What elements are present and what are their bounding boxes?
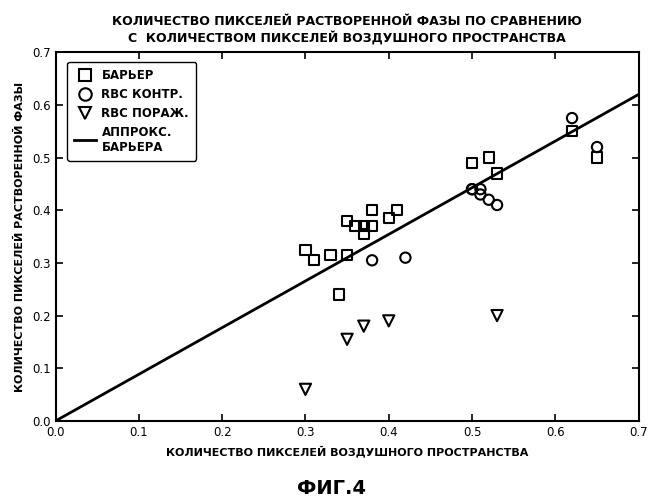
Point — [308, 256, 319, 264]
Y-axis label: КОЛИЧЕСТВО ПИКСЕЛЕЙ РАСТВОРЕННОЙ ФАЗЫ: КОЛИЧЕСТВО ПИКСЕЛЕЙ РАСТВОРЕННОЙ ФАЗЫ — [15, 82, 25, 392]
Point — [359, 322, 369, 330]
Point — [467, 159, 477, 167]
X-axis label: КОЛИЧЕСТВО ПИКСЕЛЕЙ ВОЗДУШНОГО ПРОСТРАНСТВА: КОЛИЧЕСТВО ПИКСЕЛЕЙ ВОЗДУШНОГО ПРОСТРАНС… — [166, 446, 528, 458]
Point — [467, 185, 477, 193]
Point — [475, 190, 486, 198]
Point — [483, 154, 494, 162]
Point — [492, 312, 503, 320]
Point — [342, 251, 353, 259]
Point — [367, 256, 377, 264]
Point — [400, 254, 410, 262]
Point — [567, 127, 577, 135]
Point — [383, 317, 394, 325]
Point — [342, 336, 353, 344]
Point — [475, 185, 486, 193]
Point — [392, 206, 402, 214]
Text: ФИГ.4: ФИГ.4 — [297, 478, 366, 498]
Point — [483, 196, 494, 203]
Point — [492, 201, 503, 209]
Point — [567, 114, 577, 122]
Point — [367, 206, 377, 214]
Point — [592, 154, 603, 162]
Point — [342, 217, 353, 225]
Point — [325, 251, 335, 259]
Point — [492, 170, 503, 177]
Point — [467, 185, 477, 193]
Point — [383, 214, 394, 222]
Point — [350, 222, 361, 230]
Point — [592, 143, 603, 151]
Point — [333, 290, 344, 298]
Title: КОЛИЧЕСТВО ПИКСЕЛЕЙ РАСТВОРЕННОЙ ФАЗЫ ПО СРАВНЕНИЮ
С  КОЛИЧЕСТВОМ ПИКСЕЛЕЙ ВОЗДУ: КОЛИЧЕСТВО ПИКСЕЛЕЙ РАСТВОРЕННОЙ ФАЗЫ ПО… — [112, 15, 582, 44]
Point — [367, 222, 377, 230]
Point — [359, 222, 369, 230]
Point — [359, 230, 369, 238]
Legend: БАРЬЕР, RBC КОНТР., RBC ПОРАЖ., АППРОКС.
БАРЬЕРА: БАРЬЕР, RBC КОНТР., RBC ПОРАЖ., АППРОКС.… — [67, 62, 196, 160]
Point — [300, 246, 311, 254]
Point — [300, 386, 311, 394]
